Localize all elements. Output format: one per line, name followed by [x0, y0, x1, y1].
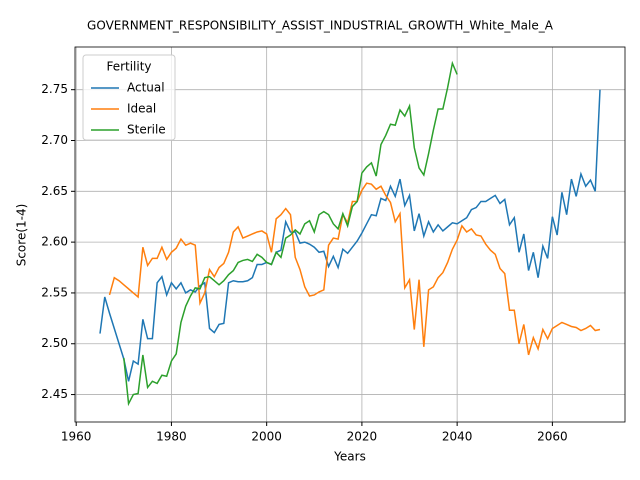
legend-label: Ideal [127, 102, 156, 116]
x-tick-label: 2040 [442, 430, 473, 444]
legend-box [82, 54, 176, 141]
legend: Fertility Actual Ideal Sterile [82, 54, 176, 141]
line-series [123, 60, 458, 407]
legend-label: Actual [127, 81, 165, 95]
y-tick-label: 2.50 [41, 336, 68, 350]
x-tick-label: 2000 [251, 430, 282, 444]
y-tick-label: 2.45 [41, 387, 68, 401]
y-tick-label: 2.70 [41, 133, 68, 147]
plot-frame [74, 46, 626, 423]
legend-label: Sterile [127, 123, 166, 137]
y-tick-label: 2.65 [41, 184, 68, 198]
y-tick-label: 2.60 [41, 235, 68, 249]
y-tick-label: 2.55 [41, 285, 68, 299]
x-tick-label: 2060 [537, 430, 568, 444]
x-tick-label: 2020 [347, 430, 378, 444]
x-tick-label: 1980 [156, 430, 187, 444]
y-tick-label: 2.75 [41, 82, 68, 96]
line-series [99, 89, 601, 382]
line-series [108, 182, 601, 356]
x-tick-label: 1960 [61, 430, 92, 444]
legend-title: Fertility [106, 60, 151, 74]
chart-title: GOVERNMENT_RESPONSIBILITY_ASSIST_INDUSTR… [87, 19, 554, 33]
y-axis-label: Score(1-4) [15, 204, 29, 267]
x-axis-label: Years [333, 450, 366, 464]
